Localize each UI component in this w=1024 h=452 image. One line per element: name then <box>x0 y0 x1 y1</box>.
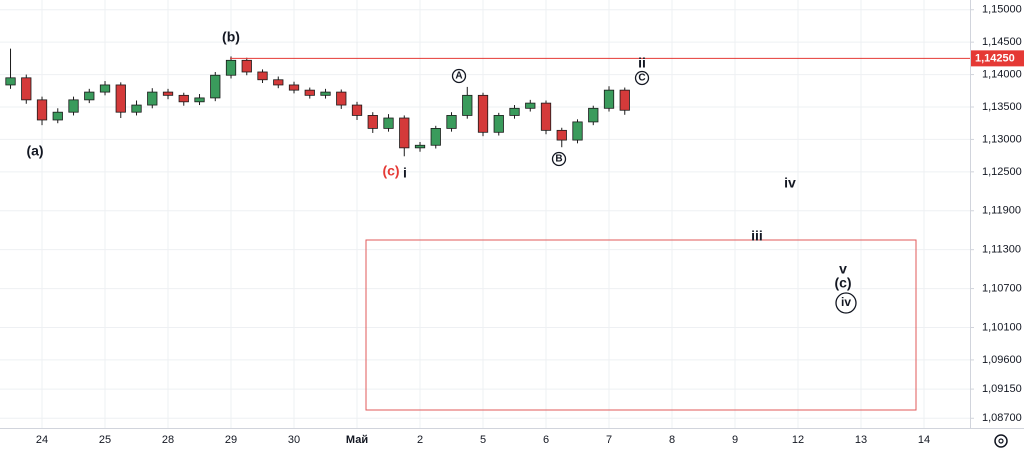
x-tick-label: 29 <box>225 434 237 446</box>
candle-body <box>21 77 32 101</box>
candle-body <box>241 59 252 73</box>
candle-body <box>509 107 520 116</box>
gear[interactable] <box>994 434 1008 448</box>
wave-label: A <box>455 71 462 82</box>
candle-body <box>525 102 536 109</box>
x-tick-label: 24 <box>36 434 48 446</box>
candle-body <box>99 84 111 93</box>
candle-body <box>572 121 583 141</box>
grid <box>0 0 970 428</box>
x-tick-label: 12 <box>792 434 804 446</box>
candle-body <box>493 115 504 133</box>
y-tick-label: 1,14000 <box>982 68 1022 80</box>
wave-label: (b) <box>222 29 240 45</box>
candle-body <box>210 74 221 99</box>
wave-circle <box>451 68 467 84</box>
candle-body <box>304 89 315 96</box>
candle-body <box>273 79 284 86</box>
axes: 1,15000 1,14500 1,14000 1,13500 1,13000 1,125… <box>36 4 1024 446</box>
x-tick-label: 14 <box>918 434 930 446</box>
candle-body <box>257 71 268 81</box>
candle-body <box>115 84 126 113</box>
x-tick-label: 6 <box>543 434 549 446</box>
x-tick-label: 2 <box>417 434 423 446</box>
gear-center[interactable] <box>998 438 1004 444</box>
wave-label: (a) <box>26 143 43 159</box>
y-tick-label: 1,10700 <box>982 282 1022 294</box>
y-tick-label: 1,10100 <box>982 321 1022 333</box>
candle-body <box>288 84 300 91</box>
wave-label: C <box>638 73 645 84</box>
x-tick-label: 13 <box>855 434 867 446</box>
x-tick-label: 9 <box>732 434 738 446</box>
candle-body <box>36 99 48 121</box>
candle-body <box>68 99 79 113</box>
candle-body <box>619 89 630 111</box>
candle-body <box>414 144 426 149</box>
y-tick-label: 1,11300 <box>982 244 1021 256</box>
wave-circle <box>551 151 567 167</box>
candle-body <box>178 94 189 103</box>
wave-label: B <box>555 154 562 165</box>
candle-body <box>556 129 567 141</box>
y-tick-label: 1,13000 <box>982 133 1022 145</box>
candle-body <box>383 117 394 129</box>
x-tick-label: 30 <box>288 434 300 446</box>
wave-label: iv <box>784 175 796 191</box>
wave-label: (c) <box>834 275 851 291</box>
wave-label: (c) <box>382 163 399 179</box>
candle-body <box>446 115 457 129</box>
candle-body <box>477 94 489 133</box>
candle-body <box>147 91 158 106</box>
wave-label: i <box>403 165 407 181</box>
candle-body <box>5 77 16 86</box>
candle-body <box>225 59 237 76</box>
x-tick-label: 28 <box>162 434 174 446</box>
y-tick-label: 1,13500 <box>982 101 1022 113</box>
wave-label: v <box>839 261 847 277</box>
y-tick-label: 1,09600 <box>982 354 1022 366</box>
candle-body <box>84 91 95 101</box>
wave-label: iv <box>841 295 851 309</box>
wave-label: ii <box>638 55 646 71</box>
settings-icon[interactable] <box>994 434 1008 448</box>
candle-body <box>540 102 552 131</box>
price-label: 1,14250 <box>975 52 1015 64</box>
y-tick-label: 1,15000 <box>982 4 1022 16</box>
y-tick-label: 1,12500 <box>982 166 1022 178</box>
candle-body <box>131 104 142 113</box>
candle-body <box>351 104 363 116</box>
candle-body <box>430 127 441 146</box>
target-box <box>365 239 917 411</box>
candle-body <box>194 97 205 103</box>
candle-body <box>162 91 174 96</box>
candle-body <box>367 115 378 129</box>
price-label-box <box>971 50 1024 67</box>
wave-label: iii <box>751 228 763 244</box>
candle-body <box>52 111 63 121</box>
y-tick-label: 1,14500 <box>982 36 1022 48</box>
candle-body <box>336 91 347 106</box>
x-tick-label: 25 <box>99 434 111 446</box>
candle-body <box>462 94 473 116</box>
candle-body <box>320 91 331 96</box>
wave-circle <box>835 292 857 314</box>
wave-circle <box>634 70 650 86</box>
x-tick-label: Май <box>346 434 368 446</box>
candle-body <box>588 107 599 123</box>
y-tick-label: 1,11900 <box>982 205 1021 217</box>
x-tick-label: 5 <box>480 434 486 446</box>
candle-body <box>399 117 410 149</box>
x-tick-label: 8 <box>669 434 675 446</box>
x-tick-label: 7 <box>606 434 612 446</box>
y-tick-label: 1,09150 <box>982 383 1022 395</box>
candle-body <box>603 89 615 109</box>
y-tick-label: 1,08700 <box>982 412 1022 424</box>
